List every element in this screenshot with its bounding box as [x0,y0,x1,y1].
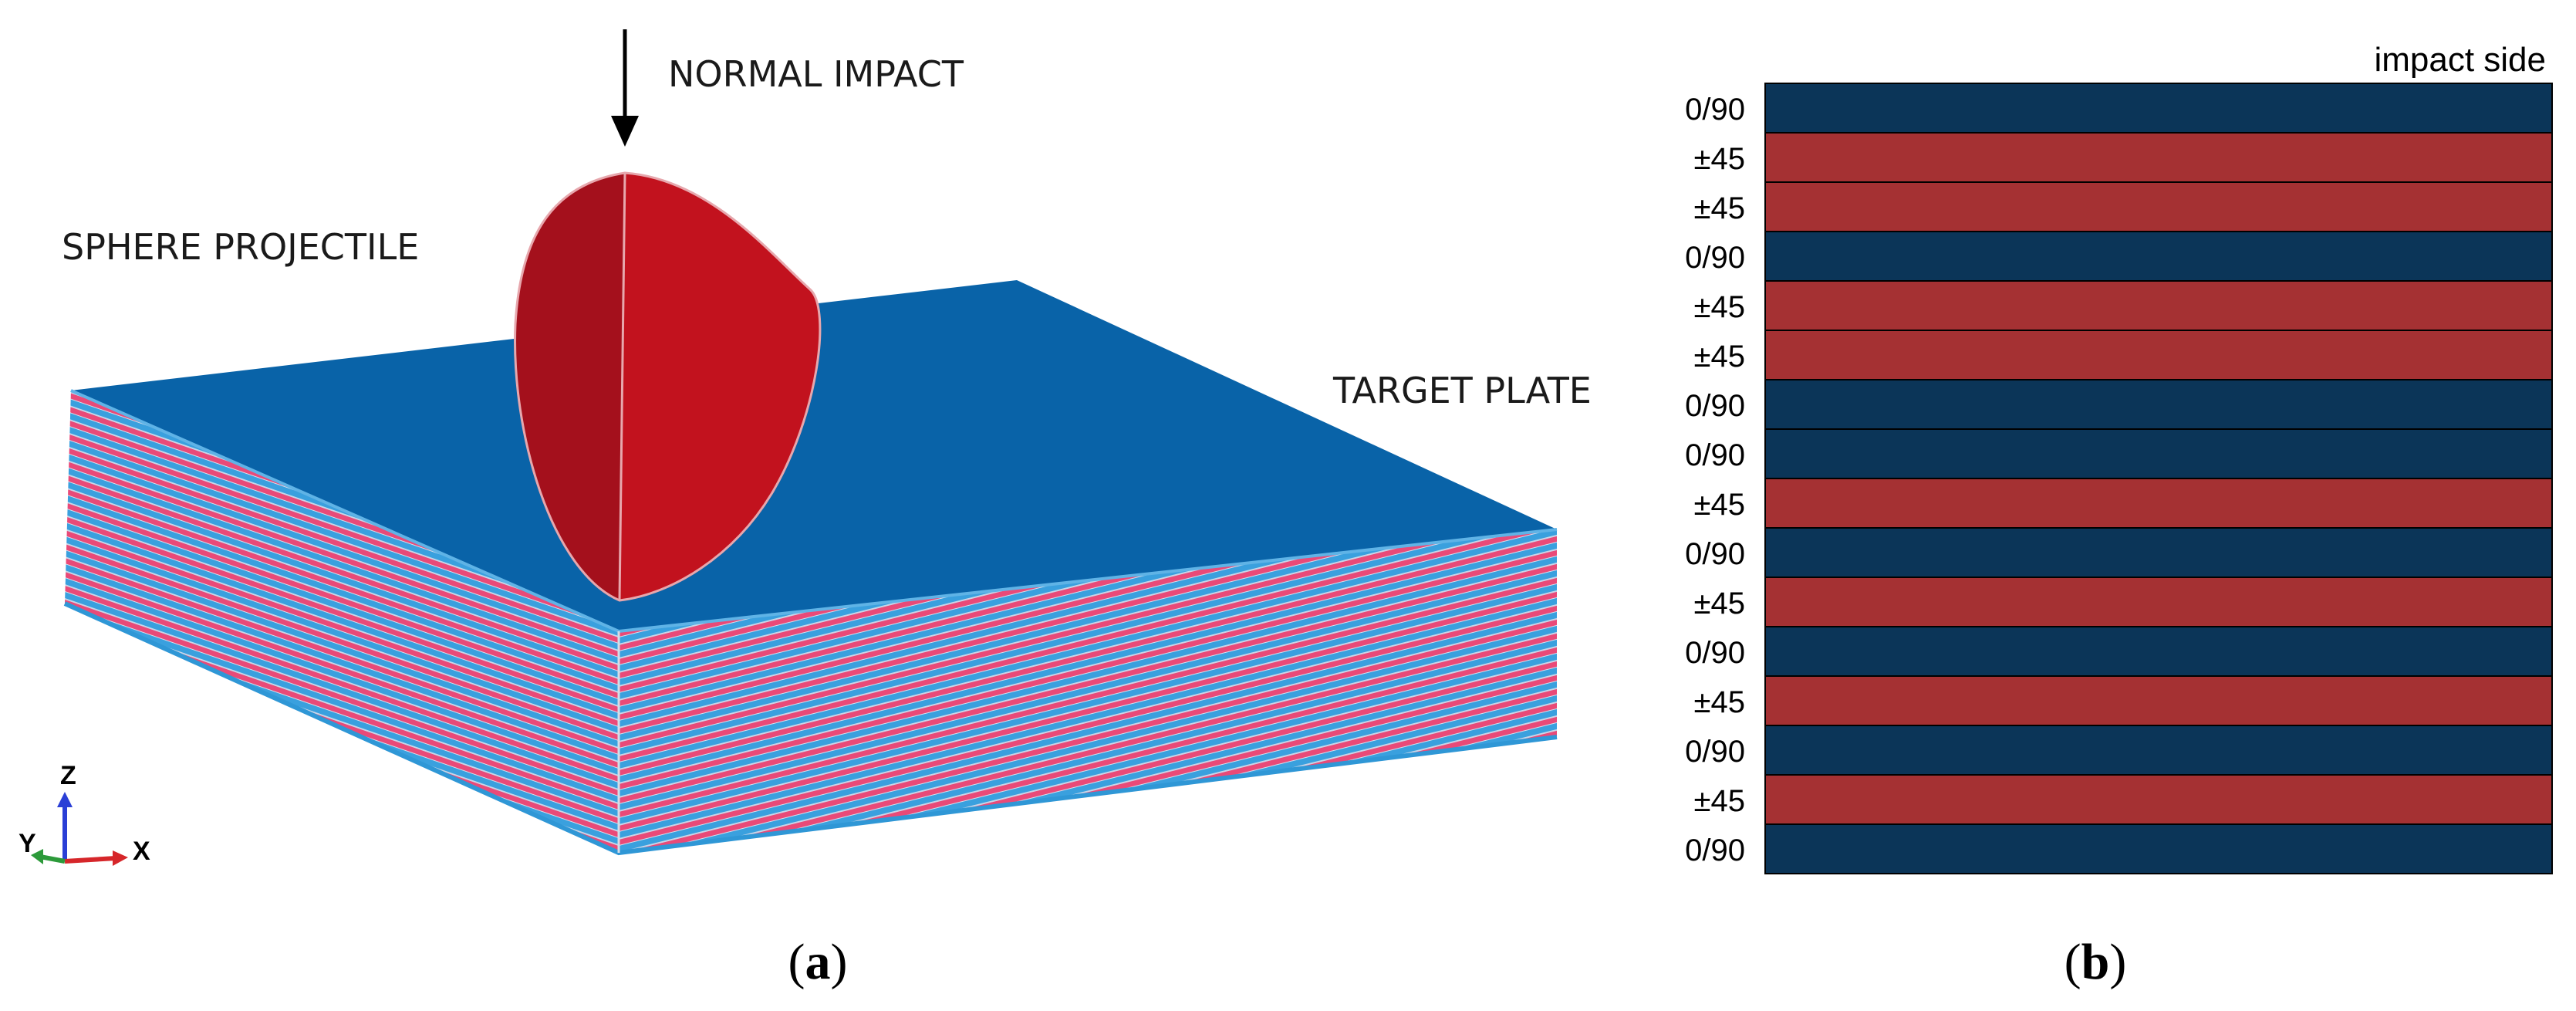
layer-label-15: ±45 [1694,784,1745,818]
layer-7 [1764,379,2553,430]
panel-b: impact side 0/90±45±450/90±45±450/900/90… [1685,41,2553,990]
x-axis-arrow-icon [113,850,128,866]
axis-y-label: Y [19,829,36,858]
layer-label-6: ±45 [1694,340,1745,374]
plate-top-face [71,280,1557,631]
panel-a: NORMAL IMPACT SPHERE PROJECTILE TARGET P… [19,29,1592,990]
x-axis [64,856,116,864]
layer-label-8: 0/90 [1685,438,1745,472]
axis-z-label: Z [60,761,76,790]
z-axis-arrow-icon [57,792,73,807]
layer-15 [1764,774,2553,825]
layer-3 [1764,181,2553,232]
layer-label-7: 0/90 [1685,389,1745,423]
layer-label-12: 0/90 [1685,636,1745,670]
layer-10 [1764,527,2553,578]
layer-9 [1764,478,2553,529]
layer-label-4: 0/90 [1685,241,1745,275]
y-axis [39,854,66,864]
layer-1 [1764,83,2553,134]
axis-x-label: X [133,837,150,866]
impact-arrow-icon [611,29,639,147]
plate-left-face [65,391,619,853]
sphere-projectile [514,171,822,602]
layer-label-1: 0/90 [1685,93,1745,127]
y-axis-arrow-icon [31,849,43,864]
layer-2 [1764,132,2553,183]
layer-label-9: ±45 [1694,488,1745,522]
layer-12 [1764,626,2553,677]
layer-label-10: 0/90 [1685,537,1745,571]
layer-16 [1764,823,2553,874]
layer-5 [1764,280,2553,331]
impact-side-label: impact side [2374,41,2546,79]
projectile-seam [618,172,626,601]
label-target-plate: TARGET PLATE [1332,370,1592,411]
layer-label-2: ±45 [1694,142,1745,176]
projectile-right-half [620,173,820,600]
projectile-outline [514,171,822,602]
projectile-left-half [515,173,625,600]
layer-label-16: 0/90 [1685,833,1745,867]
layer-4 [1764,231,2553,282]
label-sphere-projectile: SPHERE PROJECTILE [62,226,419,268]
caption-a: (a) [788,934,848,990]
layer-13 [1764,675,2553,726]
label-normal-impact: NORMAL IMPACT [668,53,964,95]
layer-label-14: 0/90 [1685,735,1745,769]
layer-14 [1764,725,2553,776]
layer-label-13: ±45 [1694,685,1745,719]
layer-label-3: ±45 [1694,191,1745,225]
layer-6 [1764,330,2553,380]
layer-8 [1764,428,2553,479]
layer-label-11: ±45 [1694,587,1745,620]
plate-right-face [619,529,1557,853]
axis-triad: Z Y X [19,761,150,866]
layer-11 [1764,577,2553,627]
caption-b: (b) [2065,934,2127,990]
layer-stack: 0/90 ±45 ±45 0/90 ±45 ±45 0/90 0/90 ±45 0/90 ±45 0/… [1685,83,2553,874]
layer-label-5: ±45 [1694,290,1745,324]
